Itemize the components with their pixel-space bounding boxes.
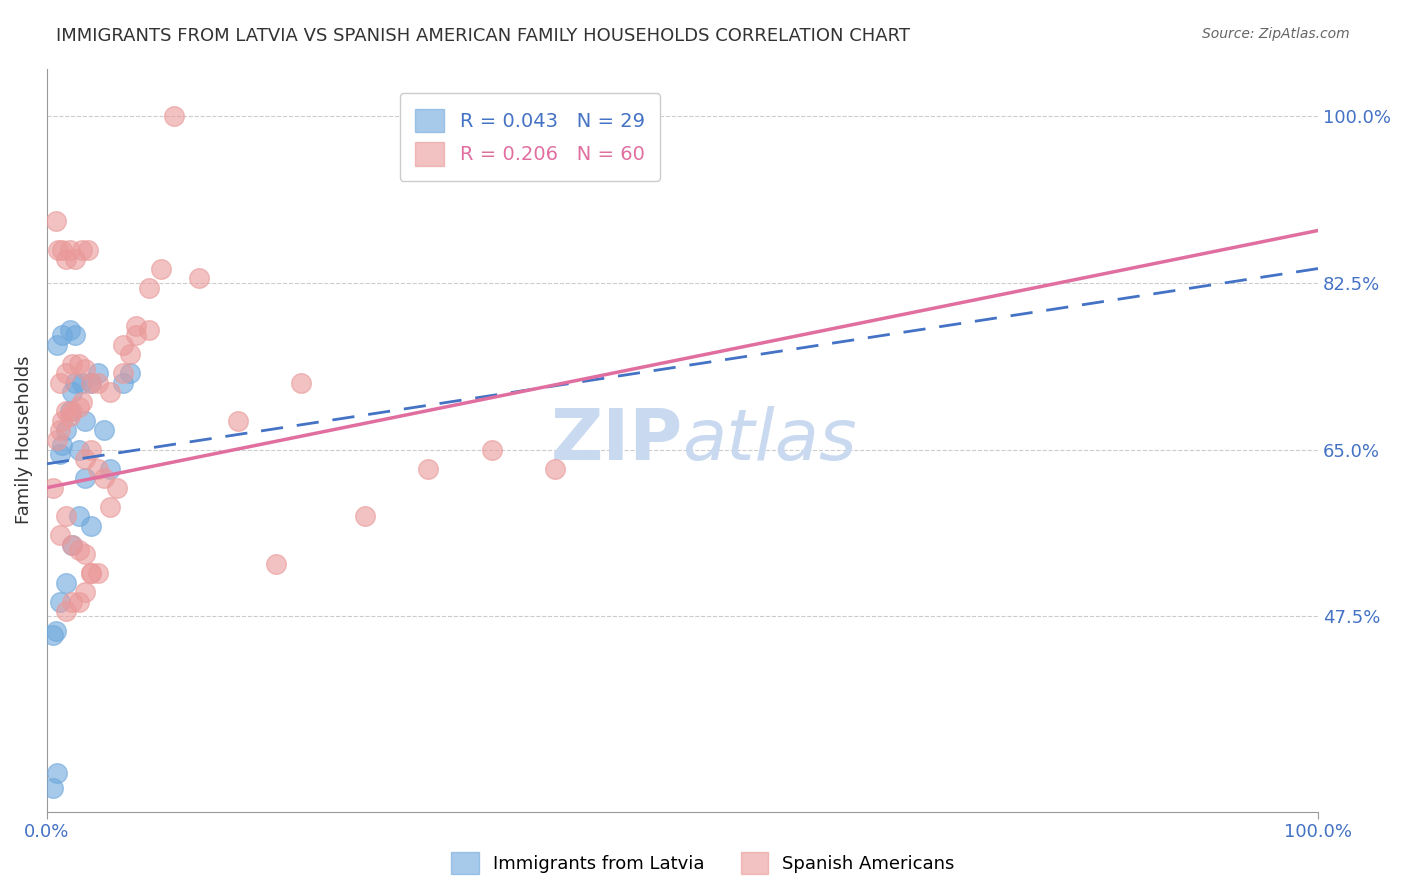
Point bbox=[93, 471, 115, 485]
Point bbox=[73, 452, 96, 467]
Text: atlas: atlas bbox=[682, 406, 858, 475]
Point bbox=[67, 595, 90, 609]
Point bbox=[67, 400, 90, 414]
Point bbox=[60, 385, 83, 400]
Point bbox=[46, 766, 69, 780]
Legend: R = 0.043   N = 29, R = 0.206   N = 60: R = 0.043 N = 29, R = 0.206 N = 60 bbox=[399, 93, 661, 181]
Point bbox=[226, 414, 249, 428]
Point bbox=[46, 338, 69, 352]
Point bbox=[51, 414, 73, 428]
Point bbox=[55, 367, 77, 381]
Point bbox=[48, 595, 70, 609]
Point bbox=[51, 243, 73, 257]
Point bbox=[87, 461, 110, 475]
Point bbox=[72, 376, 94, 390]
Point bbox=[45, 624, 67, 638]
Point bbox=[67, 509, 90, 524]
Point bbox=[87, 367, 110, 381]
Point bbox=[125, 318, 148, 333]
Point bbox=[59, 323, 82, 337]
Point bbox=[353, 509, 375, 524]
Point bbox=[112, 367, 135, 381]
Point bbox=[60, 595, 83, 609]
Point bbox=[87, 376, 110, 390]
Point bbox=[60, 538, 83, 552]
Point bbox=[100, 461, 122, 475]
Point bbox=[48, 528, 70, 542]
Point bbox=[42, 628, 65, 642]
Text: Source: ZipAtlas.com: Source: ZipAtlas.com bbox=[1202, 27, 1350, 41]
Point bbox=[80, 566, 103, 581]
Point bbox=[48, 447, 70, 461]
Point bbox=[125, 328, 148, 343]
Point bbox=[67, 357, 90, 371]
Point bbox=[55, 605, 77, 619]
Point bbox=[93, 424, 115, 438]
Point bbox=[55, 252, 77, 266]
Legend: Immigrants from Latvia, Spanish Americans: Immigrants from Latvia, Spanish American… bbox=[443, 843, 963, 883]
Point bbox=[51, 438, 73, 452]
Point bbox=[72, 395, 94, 409]
Point bbox=[63, 252, 86, 266]
Point bbox=[138, 280, 160, 294]
Point bbox=[188, 271, 211, 285]
Point bbox=[46, 243, 69, 257]
Point bbox=[118, 347, 141, 361]
Point bbox=[46, 433, 69, 447]
Point bbox=[72, 243, 94, 257]
Point bbox=[73, 547, 96, 561]
Y-axis label: Family Households: Family Households bbox=[15, 356, 32, 524]
Point bbox=[63, 328, 86, 343]
Point bbox=[42, 481, 65, 495]
Point bbox=[100, 385, 122, 400]
Point bbox=[150, 261, 173, 276]
Point bbox=[73, 585, 96, 599]
Point bbox=[80, 376, 103, 390]
Point bbox=[73, 361, 96, 376]
Point bbox=[55, 404, 77, 418]
Point bbox=[67, 442, 90, 457]
Point bbox=[73, 414, 96, 428]
Point bbox=[418, 461, 440, 475]
Point bbox=[59, 404, 82, 418]
Point bbox=[51, 328, 73, 343]
Point bbox=[60, 404, 83, 418]
Point bbox=[55, 424, 77, 438]
Point bbox=[163, 109, 186, 123]
Point bbox=[55, 509, 77, 524]
Text: ZIP: ZIP bbox=[550, 406, 682, 475]
Point bbox=[76, 243, 98, 257]
Point bbox=[481, 442, 503, 457]
Point bbox=[112, 338, 135, 352]
Point bbox=[290, 376, 312, 390]
Point bbox=[112, 376, 135, 390]
Point bbox=[80, 376, 103, 390]
Point bbox=[80, 442, 103, 457]
Point bbox=[100, 500, 122, 514]
Point bbox=[48, 424, 70, 438]
Point bbox=[48, 376, 70, 390]
Point bbox=[264, 557, 287, 571]
Point bbox=[87, 566, 110, 581]
Point bbox=[80, 566, 103, 581]
Point bbox=[60, 357, 83, 371]
Point bbox=[118, 367, 141, 381]
Point bbox=[63, 376, 86, 390]
Point bbox=[59, 243, 82, 257]
Point bbox=[80, 518, 103, 533]
Point bbox=[544, 461, 567, 475]
Point bbox=[42, 780, 65, 795]
Point bbox=[105, 481, 128, 495]
Point bbox=[138, 323, 160, 337]
Point bbox=[55, 575, 77, 590]
Point bbox=[59, 409, 82, 424]
Text: IMMIGRANTS FROM LATVIA VS SPANISH AMERICAN FAMILY HOUSEHOLDS CORRELATION CHART: IMMIGRANTS FROM LATVIA VS SPANISH AMERIC… bbox=[56, 27, 910, 45]
Point bbox=[67, 542, 90, 557]
Point bbox=[45, 214, 67, 228]
Point bbox=[60, 538, 83, 552]
Point bbox=[73, 471, 96, 485]
